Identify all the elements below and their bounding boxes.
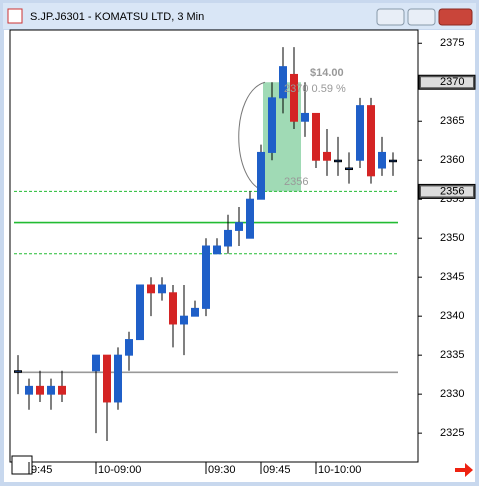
y-tick-label: 2340 [440,310,464,322]
price-marker-label: 2356 [440,185,464,197]
x-tick-label: 10-09:00 [98,464,141,476]
price-marker-inner [421,77,473,88]
candle-body [25,385,33,395]
candle-body [136,284,144,341]
plot-area [9,29,419,463]
y-tick-label: 2365 [440,115,464,127]
candle-body [47,385,55,395]
annotation-percent: 2370 0.59 % [284,83,346,95]
candle-body [36,385,44,395]
annotation-profit: $14.00 [310,67,344,79]
candle-body [125,339,133,356]
candle-body [213,245,221,255]
y-tick-label: 2345 [440,271,464,283]
candle-body [257,151,265,200]
x-tick-label: 09:45 [263,464,291,476]
y-tick-label: 2360 [440,154,464,166]
candle-body [279,66,287,99]
y-tick-label: 2335 [440,349,464,361]
candle-body [334,159,342,163]
close-button[interactable] [438,8,473,26]
candle-body [312,112,320,161]
scroll-arrow[interactable] [455,463,473,477]
candle-body [378,151,386,169]
candle-body [323,151,331,161]
candle-body [235,222,243,231]
candle-body [202,245,210,309]
y-tick-label: 2325 [440,427,464,439]
corner-box [11,455,33,475]
candle-body [103,354,111,403]
candle-body [367,105,375,177]
candle-body [246,198,254,239]
x-tick-label: 10-10:00 [318,464,361,476]
candle-body [290,73,298,122]
x-tick-label: 9:45 [31,464,52,476]
price-marker-label: 2370 [440,76,464,88]
candle-body [356,105,364,161]
candle-body [147,284,155,294]
candle-body [224,229,232,247]
candle-body [191,307,199,317]
candle-body [158,284,166,294]
candle-body [114,354,122,403]
candle-body [92,354,100,372]
candle-body [14,370,22,373]
candle-body [345,167,353,171]
candle-body [58,385,66,395]
y-tick-label: 2350 [440,232,464,244]
maximize-button[interactable] [407,8,436,26]
range-bracket [238,81,266,192]
annotation-base: 2356 [284,176,308,188]
y-tick-label: 2375 [440,37,464,49]
candle-body [389,159,397,163]
app-icon [7,8,23,24]
x-tick-label: 09:30 [208,464,236,476]
candle-body [301,112,309,122]
y-tick-label: 2330 [440,388,464,400]
price-marker-inner [421,186,473,197]
candle-body [169,292,177,325]
candle-body [180,315,188,325]
candle-body [268,97,276,153]
minimize-button[interactable] [376,8,405,26]
window-title: S.JP.J6301 - KOMATSU LTD, 3 Min [30,11,204,23]
